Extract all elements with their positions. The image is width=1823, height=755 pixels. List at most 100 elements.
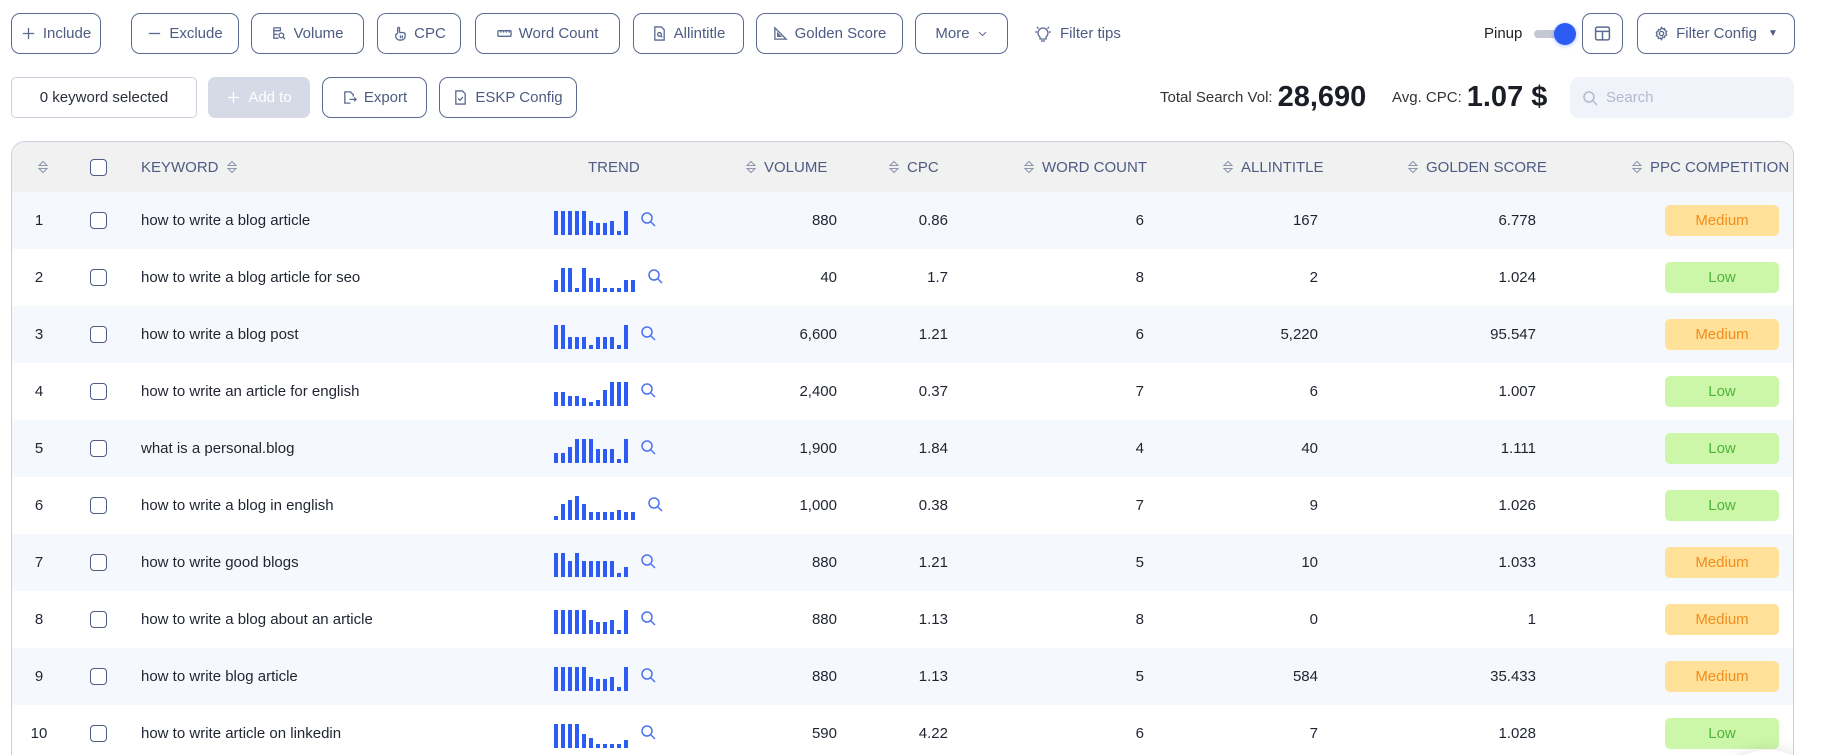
keyword-cell[interactable]: how to write article on linkedin [141,725,342,742]
row-checkbox[interactable] [90,668,107,685]
row-checkbox[interactable] [90,554,107,571]
trend-bar [589,344,593,349]
trend-bar [568,666,572,691]
trend-bar [610,220,614,235]
keyword-cell[interactable]: how to write a blog article for seo [141,269,361,286]
keyword-cell[interactable]: how to write an article for english [141,383,360,400]
row-index: 9 [34,668,44,685]
search-icon[interactable] [647,268,663,288]
volume-cell: 40 [820,269,837,286]
gear-icon [1655,26,1668,41]
search-icon[interactable] [640,439,656,459]
pinup-toggle[interactable] [1534,22,1577,45]
header-golden-score[interactable]: GOLDEN SCORE [1408,142,1547,192]
word-count-cell: 8 [1135,269,1144,286]
header-volume[interactable]: VOLUME [746,142,827,192]
row-checkbox[interactable] [90,611,107,628]
row-checkbox[interactable] [90,212,107,229]
golden-score-cell: 1.026 [1498,497,1536,514]
trend-bar [617,344,621,349]
trend-bar [603,222,607,235]
header-ppc-competition[interactable]: PPC COMPETITION [1632,142,1789,192]
export-button[interactable]: Export [322,77,427,118]
filter-config-button[interactable]: Filter Config ▼ [1637,13,1795,54]
search-icon[interactable] [640,211,656,231]
cpc-filter-button[interactable]: CPC [377,13,461,54]
search-icon[interactable] [640,553,656,573]
volume-cell: 880 [811,668,837,685]
eskp-config-button[interactable]: ESKP Config [439,77,577,118]
sort-index-button[interactable] [38,142,48,192]
table-row: 1 how to write a blog article 880 0.86 6… [12,192,1793,249]
search-icon[interactable] [647,496,663,516]
trend-bar [603,511,607,520]
row-checkbox[interactable] [90,269,107,286]
trend-bar [610,743,614,748]
export-icon [343,91,357,104]
allintitle-cell: 584 [1292,668,1318,685]
sort-icon [1408,160,1418,174]
trend-cell [554,420,656,477]
trend-bar [631,279,635,292]
layout-icon [1594,26,1611,41]
row-index: 10 [30,725,48,742]
trend-bar [617,629,621,634]
keyword-cell[interactable]: how to write a blog about an article [141,611,373,628]
golden-score-filter-button[interactable]: Golden Score [756,13,903,54]
filter-tips-link[interactable]: Filter tips [1034,13,1121,54]
trend-bar [561,210,565,235]
trend-bar [575,666,579,691]
row-checkbox[interactable] [90,383,107,400]
row-checkbox[interactable] [90,725,107,742]
trend-bar [589,676,593,691]
trend-bar [617,572,621,577]
row-checkbox[interactable] [90,497,107,514]
golden-score-cell: 1.033 [1498,554,1536,571]
search-icon [1583,90,1598,106]
search-icon[interactable] [640,667,656,687]
row-index: 2 [34,269,44,286]
keyword-cell[interactable]: how to write a blog in english [141,497,334,514]
ppc-cell: Low [1665,420,1779,477]
layout-button[interactable] [1582,13,1623,54]
trend-bar [603,287,607,292]
header-word-count[interactable]: WORD COUNT [1024,142,1147,192]
search-icon[interactable] [640,382,656,402]
volume-filter-button[interactable]: Volume [251,13,364,54]
select-all-checkbox[interactable] [90,158,107,176]
header-keyword[interactable]: KEYWORD [141,142,237,192]
add-to-button[interactable]: Add to [208,77,310,118]
word-count-cell: 5 [1135,554,1144,571]
more-filters-button[interactable]: More [915,13,1008,54]
allintitle-filter-button[interactable]: Allintitle [633,13,744,54]
sort-icon [38,160,48,174]
include-button[interactable]: Include [11,13,101,54]
table-body: 1 how to write a blog article 880 0.86 6… [12,192,1793,755]
search-icon[interactable] [640,610,656,630]
header-allintitle[interactable]: ALLINTITLE [1223,142,1324,192]
trend-bar [596,222,600,235]
trend-bar [589,737,593,748]
row-checkbox[interactable] [90,440,107,457]
header-cpc[interactable]: CPC [889,142,939,192]
ppc-competition-badge: Low [1665,376,1779,407]
keyword-cell[interactable]: how to write a blog article [141,212,311,229]
trend-bar [596,511,600,520]
table-header: KEYWORD TREND VOLUME CPC WORD COUNT ALLI… [12,142,1793,192]
row-checkbox[interactable] [90,326,107,343]
keyword-cell[interactable]: what is a personal.blog [141,440,295,457]
trend-bar [554,552,558,577]
search-icon[interactable] [640,724,656,744]
exclude-button[interactable]: Exclude [131,13,239,54]
keyword-cell[interactable]: how to write a blog post [141,326,299,343]
search-icon[interactable] [640,325,656,345]
trend-sparkline [554,549,628,577]
trend-bar [610,619,614,634]
keyword-cell[interactable]: how to write blog article [141,668,298,685]
word-count-filter-button[interactable]: Word Count [475,13,620,54]
search-input[interactable] [1606,89,1776,106]
keyword-cell[interactable]: how to write good blogs [141,554,299,571]
floating-widget[interactable] [1723,750,1793,755]
filter-toolbar: Include Exclude Volume CPC Word Count Al… [11,13,1823,54]
word-count-cell: 5 [1135,668,1144,685]
